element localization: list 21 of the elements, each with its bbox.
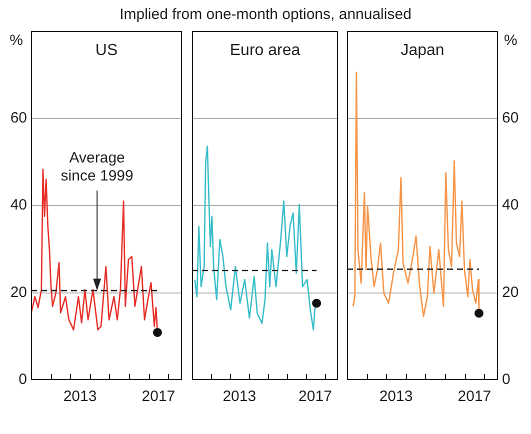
y-tick-label: 20 (10, 284, 27, 301)
y2-tick-label: 40 (502, 196, 519, 214)
y2-axis-title: % (504, 32, 518, 49)
text: Implied from one-month options, annualised (118, 6, 412, 23)
x-tick-label: 2017 (298, 388, 332, 406)
y-tick-label: 0 (18, 371, 27, 388)
y-axis-title: % (10, 32, 23, 49)
x-tick-label: 2013 (222, 388, 256, 406)
text: Japan (400, 42, 444, 59)
y2-tick-label: 60 (502, 109, 519, 126)
text: Euro area (230, 42, 300, 59)
x-tick-label: 2017 (458, 388, 492, 406)
y2-tick-label: 0 (502, 371, 510, 388)
x-tick-label: 2013 (63, 388, 97, 406)
x-tick-label: 2017 (142, 388, 176, 406)
text: US (95, 42, 118, 59)
y-tick-label: 40 (10, 196, 27, 214)
y-tick-label: 60 (10, 109, 27, 126)
x-tick-label: 2013 (379, 388, 413, 406)
y2-tick-label: 20 (502, 284, 519, 301)
annotation: Average since 1999 (60, 150, 134, 185)
